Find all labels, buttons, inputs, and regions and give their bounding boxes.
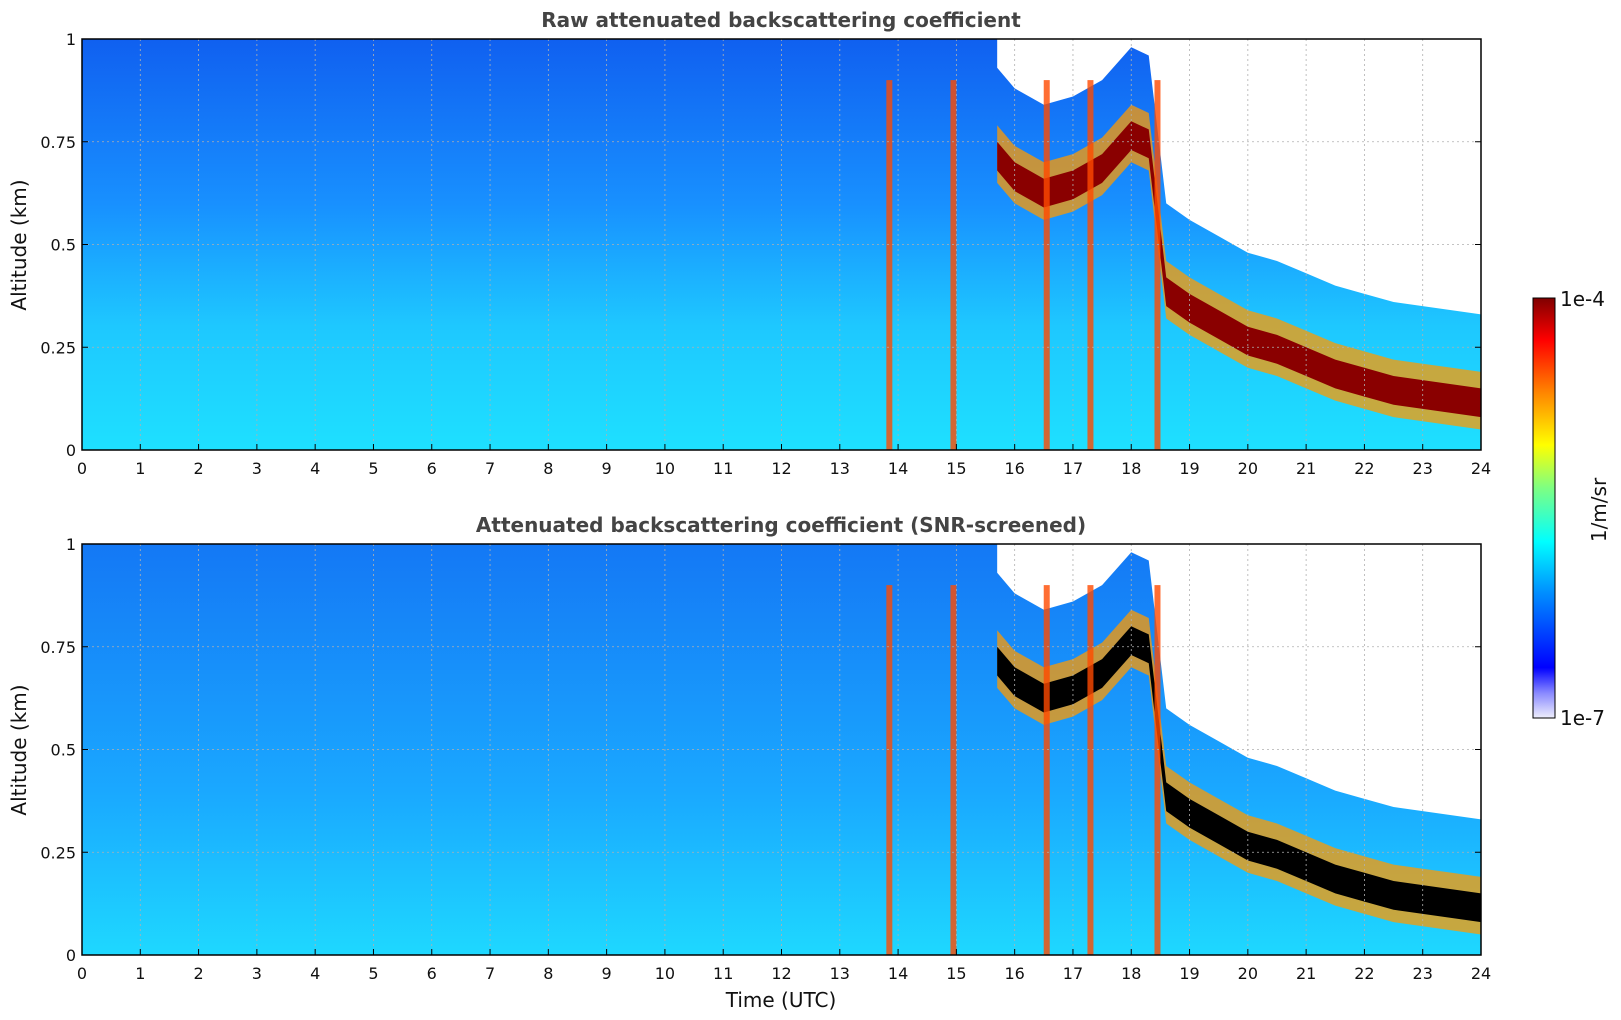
no-signal-area bbox=[997, 39, 1481, 315]
x-tick-label: 19 bbox=[1179, 459, 1199, 478]
x-tick-label: 17 bbox=[1063, 964, 1083, 983]
y-tick-label: 0.75 bbox=[40, 638, 76, 657]
x-tick-label: 13 bbox=[830, 964, 850, 983]
x-tick-label: 4 bbox=[310, 964, 320, 983]
x-tick-label: 17 bbox=[1063, 459, 1083, 478]
x-tick-label: 0 bbox=[77, 964, 87, 983]
y-tick-label: 1 bbox=[66, 30, 76, 49]
y-tick-label: 1 bbox=[66, 535, 76, 554]
x-tick-label: 8 bbox=[543, 459, 553, 478]
surface-streak bbox=[1087, 585, 1094, 955]
x-tick-label: 23 bbox=[1413, 964, 1433, 983]
x-tick-label: 15 bbox=[946, 964, 966, 983]
x-tick-label: 6 bbox=[427, 964, 437, 983]
x-tick-label: 18 bbox=[1121, 964, 1141, 983]
x-tick-label: 8 bbox=[543, 964, 553, 983]
x-tick-label: 4 bbox=[310, 459, 320, 478]
panel2-y-ticks: 0 0.25 0.5 0.75 1 bbox=[40, 535, 1481, 965]
x-tick-label: 0 bbox=[77, 459, 87, 478]
x-tick-label: 5 bbox=[368, 964, 378, 983]
x-tick-label: 22 bbox=[1354, 459, 1374, 478]
y-tick-label: 0 bbox=[66, 946, 76, 965]
panel2-title: Attenuated backscattering coefficient (S… bbox=[476, 513, 1086, 537]
colorbar-max-label: 1e-4 bbox=[1560, 287, 1605, 311]
x-tick-label: 16 bbox=[1004, 964, 1024, 983]
aerosol-layer-core bbox=[997, 626, 1481, 923]
x-tick-label: 1 bbox=[135, 964, 145, 983]
x-tick-label: 7 bbox=[485, 964, 495, 983]
x-tick-label: 6 bbox=[427, 459, 437, 478]
x-tick-label: 18 bbox=[1121, 459, 1141, 478]
x-tick-label: 15 bbox=[946, 459, 966, 478]
x-tick-label: 12 bbox=[771, 459, 791, 478]
panel2-grid bbox=[82, 544, 1481, 955]
x-tick-label: 14 bbox=[888, 459, 908, 478]
panel2-features bbox=[886, 544, 1481, 955]
surface-streak bbox=[886, 585, 893, 955]
panel1-grid bbox=[82, 39, 1481, 450]
x-tick-label: 9 bbox=[602, 964, 612, 983]
x-tick-label: 2 bbox=[193, 964, 203, 983]
x-tick-label: 13 bbox=[830, 459, 850, 478]
x-tick-label: 24 bbox=[1471, 964, 1491, 983]
panel2-plot bbox=[82, 544, 1481, 955]
x-tick-label: 7 bbox=[485, 459, 495, 478]
x-tick-label: 10 bbox=[655, 459, 675, 478]
x-tick-label: 11 bbox=[713, 459, 733, 478]
panel1-y-ticks: 0 0.25 0.5 0.75 1 bbox=[40, 30, 1481, 460]
surface-streak bbox=[1154, 80, 1161, 450]
y-tick-label: 0.5 bbox=[51, 236, 76, 255]
x-tick-label: 21 bbox=[1296, 964, 1316, 983]
x-tick-label: 14 bbox=[888, 964, 908, 983]
x-tick-label: 23 bbox=[1413, 459, 1433, 478]
aerosol-layer-core bbox=[997, 121, 1481, 418]
panel1-features bbox=[886, 39, 1481, 450]
panel1-title: Raw attenuated backscattering coefficien… bbox=[541, 8, 1021, 32]
x-tick-label: 10 bbox=[655, 964, 675, 983]
surface-streak bbox=[1154, 585, 1161, 955]
surface-streak bbox=[886, 80, 893, 450]
surface-streak bbox=[1043, 585, 1050, 955]
y-tick-label: 0.25 bbox=[40, 843, 76, 862]
x-tick-label: 3 bbox=[252, 459, 262, 478]
x-tick-label: 3 bbox=[252, 964, 262, 983]
panel1-x-ticks: 0 1 2 3 4 5 6 7 8 9 10 11 12 13 14 15 16 17 18 19 20 21 22 23 24 bbox=[77, 444, 1491, 478]
x-tick-label: 21 bbox=[1296, 459, 1316, 478]
colorbar-min-label: 1e-7 bbox=[1560, 706, 1605, 730]
x-tick-label: 19 bbox=[1179, 964, 1199, 983]
panel2-y-label: Altitude (km) bbox=[7, 684, 31, 815]
x-tick-label: 11 bbox=[713, 964, 733, 983]
y-tick-label: 0.5 bbox=[51, 741, 76, 760]
x-tick-label: 1 bbox=[135, 459, 145, 478]
x-tick-label: 12 bbox=[771, 964, 791, 983]
x-tick-label: 5 bbox=[368, 459, 378, 478]
panel1-y-label: Altitude (km) bbox=[7, 179, 31, 310]
x-axis-label: Time (UTC) bbox=[725, 988, 837, 1012]
x-tick-label: 20 bbox=[1238, 964, 1258, 983]
surface-streak bbox=[1043, 80, 1050, 450]
surface-streak bbox=[950, 80, 957, 450]
no-signal-area bbox=[997, 544, 1481, 820]
x-tick-label: 22 bbox=[1354, 964, 1374, 983]
y-tick-label: 0.25 bbox=[40, 338, 76, 357]
panel2-x-ticks: 0 1 2 3 4 5 6 7 8 9 10 11 12 13 14 15 16 17 18 19 20 21 22 23 24 bbox=[77, 949, 1491, 983]
surface-streak bbox=[1087, 80, 1094, 450]
panel1-plot bbox=[82, 39, 1481, 450]
colorbar-label: 1/m/sr bbox=[1587, 477, 1611, 542]
x-tick-label: 2 bbox=[193, 459, 203, 478]
x-tick-label: 9 bbox=[602, 459, 612, 478]
y-tick-label: 0.75 bbox=[40, 133, 76, 152]
x-tick-label: 20 bbox=[1238, 459, 1258, 478]
surface-streak bbox=[950, 585, 957, 955]
colorbar bbox=[1532, 297, 1556, 719]
y-tick-label: 0 bbox=[66, 441, 76, 460]
x-tick-label: 16 bbox=[1004, 459, 1024, 478]
x-tick-label: 24 bbox=[1471, 459, 1491, 478]
